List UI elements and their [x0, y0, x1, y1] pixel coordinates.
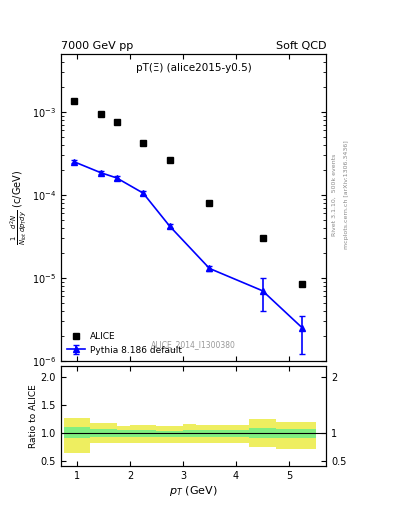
ALICE — [98, 111, 103, 117]
ALICE — [207, 200, 212, 206]
Legend: ALICE, Pythia 8.186 default: ALICE, Pythia 8.186 default — [65, 330, 184, 356]
Line: ALICE: ALICE — [71, 98, 305, 287]
ALICE — [167, 157, 172, 163]
Text: ALICE_2014_I1300380: ALICE_2014_I1300380 — [151, 339, 236, 349]
Text: Rivet 3.1.10,  500k events: Rivet 3.1.10, 500k events — [332, 154, 337, 236]
ALICE — [72, 98, 77, 104]
Text: mcplots.cern.ch [arXiv:1306.3436]: mcplots.cern.ch [arXiv:1306.3436] — [344, 140, 349, 249]
Y-axis label: Ratio to ALICE: Ratio to ALICE — [29, 384, 38, 448]
Text: Soft QCD: Soft QCD — [276, 40, 326, 51]
Y-axis label: $\frac{1}{N_{tot}} \frac{d^2N}{dp_{T}dy}$ (c/GeV): $\frac{1}{N_{tot}} \frac{d^2N}{dp_{T}dy}… — [8, 169, 29, 245]
ALICE — [141, 140, 145, 146]
ALICE — [114, 119, 119, 125]
Text: 7000 GeV pp: 7000 GeV pp — [61, 40, 133, 51]
X-axis label: $p_{T}$ (GeV): $p_{T}$ (GeV) — [169, 483, 218, 498]
ALICE — [260, 235, 265, 241]
ALICE — [300, 281, 305, 287]
Text: pT(Ξ) (alice2015-y0.5): pT(Ξ) (alice2015-y0.5) — [136, 63, 252, 73]
